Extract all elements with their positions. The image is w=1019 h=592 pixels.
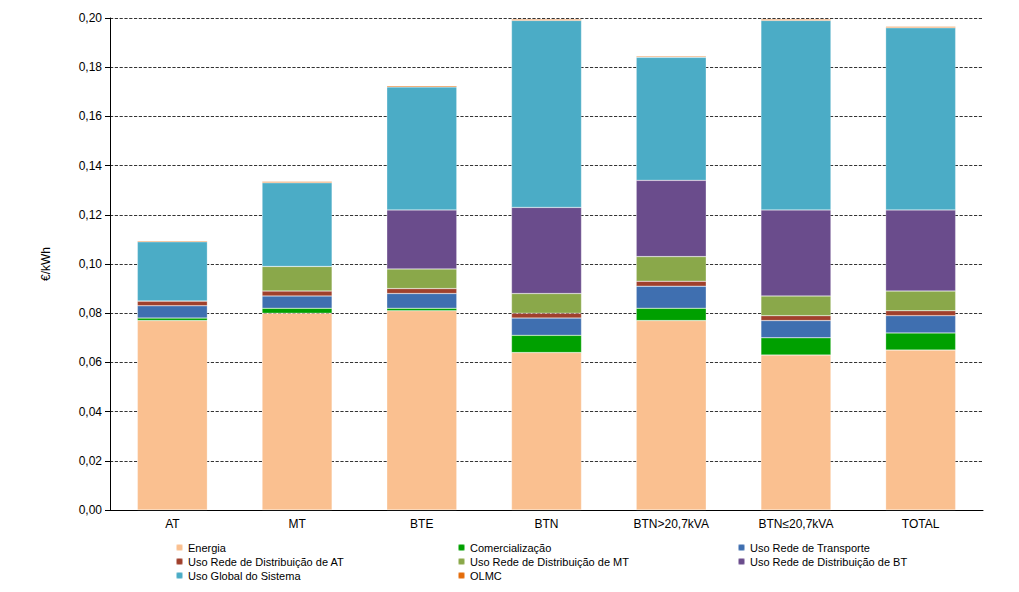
svg-text:0,00: 0,00 [79, 503, 103, 517]
svg-text:TOTAL: TOTAL [902, 517, 940, 531]
svg-text:Uso Global do Sistema: Uso Global do Sistema [188, 570, 301, 582]
svg-text:0,14: 0,14 [79, 159, 103, 173]
svg-text:BTN≤20,7kVA: BTN≤20,7kVA [758, 517, 833, 531]
svg-text:OLMC: OLMC [470, 570, 502, 582]
svg-text:0,18: 0,18 [79, 60, 103, 74]
svg-text:0,12: 0,12 [79, 208, 103, 222]
svg-text:0,20: 0,20 [79, 11, 103, 25]
svg-text:MT: MT [288, 517, 306, 531]
svg-text:AT: AT [165, 517, 180, 531]
svg-text:0,08: 0,08 [79, 306, 103, 320]
svg-text:0,04: 0,04 [79, 405, 103, 419]
svg-text:Uso Rede de Distribuição de BT: Uso Rede de Distribuição de BT [750, 556, 907, 568]
svg-text:Comercialização: Comercialização [470, 542, 551, 554]
svg-text:Energia: Energia [188, 542, 227, 554]
svg-text:BTN: BTN [535, 517, 559, 531]
svg-text:0,10: 0,10 [79, 257, 103, 271]
svg-text:0,06: 0,06 [79, 355, 103, 369]
svg-text:Uso Rede de Transporte: Uso Rede de Transporte [750, 542, 870, 554]
svg-text:BTN>20,7kVA: BTN>20,7kVA [633, 517, 708, 531]
svg-text:BTE: BTE [410, 517, 433, 531]
svg-text:0,16: 0,16 [79, 109, 103, 123]
svg-text:Uso Rede de Distribuição de AT: Uso Rede de Distribuição de AT [188, 556, 344, 568]
svg-text:Uso Rede de Distribuição de MT: Uso Rede de Distribuição de MT [470, 556, 629, 568]
svg-text:€/kWh: €/kWh [39, 247, 53, 281]
svg-text:0,02: 0,02 [79, 454, 103, 468]
